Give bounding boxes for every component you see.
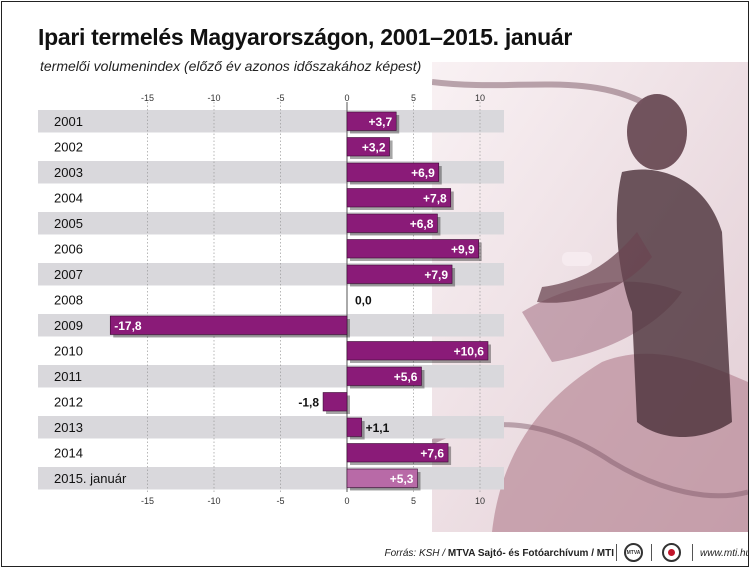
tick-label-top: 0 <box>344 93 349 103</box>
source-prefix: Forrás: KSH / <box>384 548 448 559</box>
bar <box>346 443 449 463</box>
tick-label-bottom: 5 <box>411 496 416 506</box>
tick-label-top: -15 <box>141 93 154 103</box>
mtva-logo-text: MTVA <box>626 550 641 556</box>
source-agency: MTVA Sajtó- és Fotóarchívum / MTI <box>447 548 614 559</box>
category-label: 2004 <box>54 191 83 206</box>
row-band <box>38 365 504 388</box>
bar <box>346 213 438 233</box>
tick-label-top: 10 <box>475 93 485 103</box>
value-label: +3,2 <box>362 141 386 155</box>
value-label: +10,6 <box>454 345 485 359</box>
tick-label-top: 5 <box>411 93 416 103</box>
category-label: 2011 <box>54 369 82 384</box>
tick-label-top: -10 <box>207 93 220 103</box>
row-band <box>38 416 504 439</box>
category-label: 2002 <box>54 140 83 155</box>
value-label: +7,9 <box>424 268 448 282</box>
row-band <box>38 110 504 133</box>
tick-label-bottom: -5 <box>276 496 284 506</box>
tick-label-bottom: -10 <box>207 496 220 506</box>
category-label: 2001 <box>54 114 83 129</box>
value-label: -17,8 <box>114 319 142 333</box>
bar <box>346 417 362 437</box>
value-label: +3,7 <box>369 115 393 129</box>
chart-subtitle: termelői volumenindex (előző év azonos i… <box>40 58 422 74</box>
category-label: 2003 <box>54 165 83 180</box>
bar <box>322 392 348 412</box>
value-label: +9,9 <box>451 243 475 257</box>
bar <box>346 239 479 259</box>
bar <box>346 137 390 157</box>
value-label: -1,8 <box>298 396 319 410</box>
value-label: +7,6 <box>420 447 444 461</box>
value-label: +6,8 <box>410 217 434 231</box>
bar <box>109 315 348 335</box>
value-label: +6,9 <box>411 166 435 180</box>
category-label: 2014 <box>54 446 83 461</box>
mti-logo-icon <box>662 543 681 562</box>
footer-separator <box>616 544 617 561</box>
category-label: 2007 <box>54 267 83 282</box>
bar <box>346 341 489 361</box>
category-label: 2010 <box>54 344 83 359</box>
footer: Forrás: KSH / MTVA Sajtó- és Fotóarchívu… <box>2 539 748 566</box>
category-label: 2006 <box>54 242 83 257</box>
bar <box>346 111 397 131</box>
bar <box>346 366 422 386</box>
bar-chart: -15 -15 -10 -10 -5 -5 0 0 5 5 10 10 2001 +3,7 2002 +3,2… <box>38 93 504 506</box>
category-label: 2013 <box>54 420 83 435</box>
value-label: +5,3 <box>390 472 414 486</box>
footer-separator <box>651 544 652 561</box>
category-label: 2008 <box>54 293 83 308</box>
bar <box>346 264 453 284</box>
value-label: +1,1 <box>366 421 390 435</box>
value-label: +5,6 <box>394 370 418 384</box>
category-label: 2009 <box>54 318 83 333</box>
chart-title: Ipari termelés Magyarországon, 2001–2015… <box>38 24 573 50</box>
mtva-logo-icon: MTVA <box>624 543 643 562</box>
category-label: 2005 <box>54 216 83 231</box>
bar <box>346 162 440 182</box>
tick-label-bottom: -15 <box>141 496 154 506</box>
source-credit: Forrás: KSH / MTVA Sajtó- és Fotóarchívu… <box>385 548 614 559</box>
category-label: 2015. január <box>54 471 127 486</box>
footer-separator <box>692 544 693 561</box>
category-label: 2012 <box>54 395 83 410</box>
tick-label-top: -5 <box>276 93 284 103</box>
website-link[interactable]: www.mti.hu <box>700 548 749 559</box>
tick-label-bottom: 10 <box>475 496 485 506</box>
bar <box>346 188 452 208</box>
value-label: +7,8 <box>423 192 447 206</box>
value-label: 0,0 <box>355 294 372 308</box>
bar <box>346 468 418 488</box>
tick-label-bottom: 0 <box>344 496 349 506</box>
